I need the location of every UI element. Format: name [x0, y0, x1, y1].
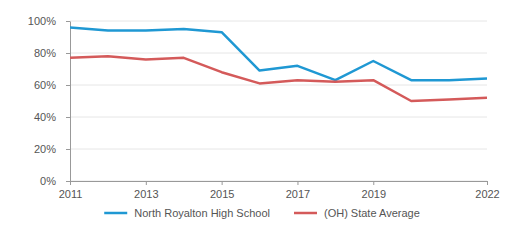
y-tick: 20%	[34, 143, 70, 155]
grid-line	[70, 117, 487, 118]
y-axis: 0% 20% 40% 60% 80% 100%	[28, 15, 71, 187]
legend-item: North Royalton High School	[104, 207, 270, 219]
chart: 0%20%40%60%80%100%2011201320152017201920…	[0, 0, 524, 230]
x-tick-label: 2015	[210, 188, 234, 200]
x-tick-label: 2011	[59, 188, 83, 200]
x-tick: 2015	[210, 181, 234, 200]
y-tick-mark	[66, 53, 70, 54]
plot-area	[70, 27, 487, 101]
x-tick: 2013	[134, 181, 158, 200]
y-tick-label: 20%	[34, 143, 56, 155]
y-tick: 0%	[40, 175, 70, 187]
grid-line	[70, 149, 487, 150]
y-tick-label: 40%	[34, 111, 56, 123]
x-tick-mark	[297, 181, 298, 185]
x-tick: 2011	[59, 181, 83, 200]
series-line	[70, 56, 487, 101]
x-tick: 2019	[362, 181, 386, 200]
y-tick-mark	[66, 181, 70, 182]
y-tick-mark	[66, 117, 70, 118]
grid-line	[70, 181, 487, 182]
grid-line	[70, 21, 487, 22]
y-tick: 80%	[34, 47, 70, 59]
y-tick-mark	[66, 21, 70, 22]
x-tick-label: 2017	[286, 188, 310, 200]
legend-label: North Royalton High School	[134, 207, 270, 219]
x-axis: 2011 2013 2015 2017 2019 2022	[59, 181, 500, 200]
x-tick-label: 2022	[475, 188, 499, 200]
series-line	[70, 27, 487, 80]
y-tick-mark	[66, 149, 70, 150]
x-tick-mark	[373, 181, 374, 185]
legend: North Royalton High School (OH) State Ave…	[104, 207, 420, 219]
legend-item: (OH) State Average	[294, 207, 420, 219]
x-tick-mark	[222, 181, 223, 185]
y-tick-mark	[66, 85, 70, 86]
y-tick-label: 80%	[34, 47, 56, 59]
y-axis-line	[70, 22, 71, 182]
y-tick: 40%	[34, 111, 70, 123]
y-tick: 60%	[34, 79, 70, 91]
x-tick-label: 2013	[134, 188, 158, 200]
y-tick: 100%	[28, 15, 70, 27]
grid-line	[70, 85, 487, 86]
x-tick-mark	[70, 181, 71, 185]
legend-label: (OH) State Average	[324, 207, 420, 219]
y-tick-label: 60%	[34, 79, 56, 91]
grid	[70, 21, 487, 181]
x-axis-line	[71, 181, 488, 182]
legend-swatch	[294, 212, 317, 215]
legend-swatch	[104, 212, 127, 215]
y-tick-label: 100%	[28, 15, 56, 27]
x-tick-mark	[146, 181, 147, 185]
x-tick: 2022	[475, 181, 499, 200]
grid-line	[70, 53, 487, 54]
x-tick-label: 2019	[362, 188, 386, 200]
x-tick: 2017	[286, 181, 310, 200]
x-tick-mark	[487, 181, 488, 185]
y-tick-label: 0%	[40, 175, 56, 187]
